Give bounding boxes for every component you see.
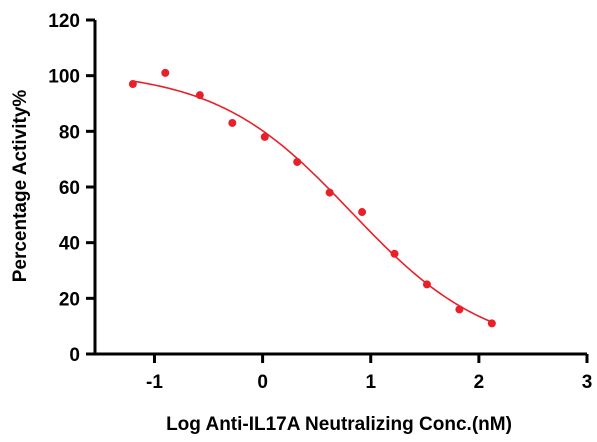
y-axis-title: Percentage Activity%	[10, 90, 31, 283]
x-tick-label: 1	[365, 372, 376, 393]
data-point	[161, 68, 170, 77]
x-axis-title: Log Anti-IL17A Neutralizing Conc.(nM)	[166, 414, 512, 435]
x-tick-label: 3	[582, 372, 593, 393]
data-point	[228, 118, 237, 127]
data-point	[390, 249, 399, 258]
data-point	[128, 80, 137, 89]
data-point	[455, 305, 464, 314]
data-point	[358, 208, 367, 217]
y-tick-label: 20	[59, 289, 80, 310]
x-tick-label: 2	[474, 372, 485, 393]
y-tick-label: 60	[59, 178, 80, 199]
y-tick-label: 40	[59, 234, 80, 255]
y-tick-label: 80	[59, 122, 80, 143]
y-tick-label: 120	[48, 11, 80, 32]
y-tick-label: 0	[69, 345, 80, 366]
data-point	[325, 188, 334, 197]
data-points	[128, 68, 496, 328]
fit-curve	[132, 80, 493, 323]
y-axis: 0 20 40 60 80 100 120	[48, 11, 97, 366]
x-axis: -1 0 1 2 3	[93, 352, 593, 393]
data-point	[260, 132, 269, 141]
y-tick-label: 100	[48, 67, 80, 88]
data-point	[293, 157, 302, 166]
data-point	[195, 91, 204, 100]
x-tick-label: 0	[257, 372, 268, 393]
data-point	[487, 319, 496, 328]
data-point	[422, 280, 431, 289]
x-tick-label: -1	[146, 372, 163, 393]
